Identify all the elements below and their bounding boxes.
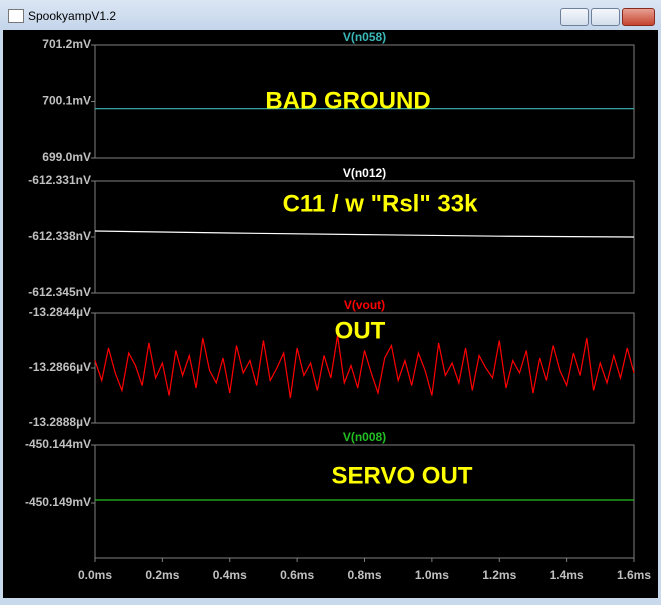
minimize-button[interactable] [560, 8, 589, 26]
annotation: BAD GROUND [265, 87, 430, 114]
plot-area: V(n058) 701.2mV 700.1mV 699.0mV BAD GROUND V(… [3, 30, 658, 598]
x-tick-label: 0.4ms [213, 568, 247, 582]
pane-title: V(n008) [343, 430, 386, 444]
y-tick-label: -13.2844µV [29, 305, 91, 319]
series-line [94, 335, 635, 399]
pane-title: V(n058) [343, 30, 386, 44]
y-tick-label: -612.345nV [28, 285, 91, 299]
series-line [94, 230, 635, 238]
y-tick-label: -450.149mV [25, 495, 91, 509]
title-bar: SpookyampV1.2 [0, 0, 661, 30]
maximize-button[interactable] [591, 8, 620, 26]
x-tick-label: 1.0ms [415, 568, 449, 582]
y-tick-label: -612.338nV [28, 229, 91, 243]
y-tick-label: 699.0mV [42, 150, 91, 164]
plot-background [3, 30, 658, 598]
annotation: SERVO OUT [332, 462, 473, 489]
annotation: C11 / w "Rsl" 33k [283, 190, 479, 217]
y-tick-label: -612.331nV [28, 173, 91, 187]
app-icon [8, 9, 24, 23]
y-tick-label: -450.144mV [25, 437, 91, 451]
x-tick-label: 0.8ms [347, 568, 381, 582]
y-tick-label: -13.2888µV [29, 415, 91, 429]
close-button[interactable] [622, 8, 655, 26]
x-tick-label: 0.0ms [78, 568, 112, 582]
y-tick-label: 701.2mV [42, 37, 91, 51]
x-tick-label: 1.4ms [550, 568, 584, 582]
y-tick-label: 700.1mV [42, 94, 91, 108]
x-tick-label: 0.2ms [145, 568, 179, 582]
x-tick-label: 1.6ms [617, 568, 651, 582]
x-tick-label: 1.2ms [482, 568, 516, 582]
annotation: OUT [335, 317, 386, 344]
x-tick-label: 0.6ms [280, 568, 314, 582]
window-title: SpookyampV1.2 [28, 9, 117, 23]
pane-title: V(vout) [344, 298, 385, 312]
pane-title: V(n012) [343, 166, 386, 180]
y-tick-label: -13.2866µV [29, 360, 91, 374]
